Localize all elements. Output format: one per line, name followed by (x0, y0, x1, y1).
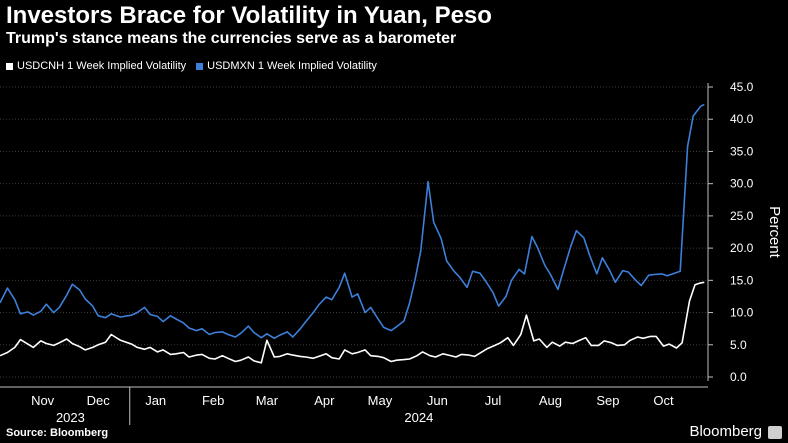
bloomberg-terminal-icon (768, 426, 782, 439)
y-tick-label: 20.0 (730, 241, 754, 255)
source-note: Source: Bloomberg (6, 427, 109, 439)
y-tick-label: 0.0 (730, 370, 747, 384)
y-tick-label: 45.0 (730, 80, 754, 94)
x-tick-label: Oct (653, 393, 674, 408)
y-tick-label: 30.0 (730, 177, 754, 191)
x-year-label: 2024 (404, 410, 433, 425)
x-tick-label: Mar (256, 393, 279, 408)
y-tick-label: 15.0 (730, 273, 754, 287)
legend-label-usdmxn: USDMXN 1 Week Implied Volatility (207, 60, 377, 72)
x-tick-label: Dec (87, 393, 111, 408)
y-tick-label: 25.0 (730, 209, 754, 223)
legend-swatch-usdmxn (196, 62, 204, 70)
y-axis-label: Percent (766, 206, 783, 259)
bloomberg-logo: Bloomberg (689, 423, 762, 440)
x-year-label: 2023 (56, 410, 85, 425)
x-tick-label: Jun (427, 393, 448, 408)
series-line-usdmxn (0, 103, 705, 340)
x-tick-label: Sep (596, 393, 619, 408)
y-tick-label: 40.0 (730, 112, 754, 126)
legend-swatch-usdcnh (6, 62, 13, 70)
x-tick-label: Nov (31, 393, 55, 408)
y-tick-label: 5.0 (730, 338, 747, 352)
chart-subtitle: Trump's stance means the currencies serv… (6, 30, 457, 47)
legend-item-usdmxn: USDMXN 1 Week Implied Volatility (196, 60, 377, 72)
y-tick-label: 10.0 (730, 306, 754, 320)
chart-title: Investors Brace for Volatility in Yuan, … (6, 2, 492, 29)
x-tick-label: May (368, 393, 393, 408)
x-tick-label: Jan (145, 393, 166, 408)
legend-label-usdcnh: USDCNH 1 Week Implied Volatility (17, 60, 187, 72)
x-tick-label: Feb (202, 393, 224, 408)
x-tick-label: Aug (539, 393, 562, 408)
legend-item-usdcnh: USDCNH 1 Week Implied Volatility (6, 60, 186, 72)
chart-legend: USDCNH 1 Week Implied Volatility USDMXN … (6, 60, 377, 72)
y-tick-label: 35.0 (730, 144, 754, 158)
x-tick-label: Apr (314, 393, 335, 408)
x-tick-label: Jul (485, 393, 502, 408)
series-line-usdcnh (0, 281, 705, 364)
